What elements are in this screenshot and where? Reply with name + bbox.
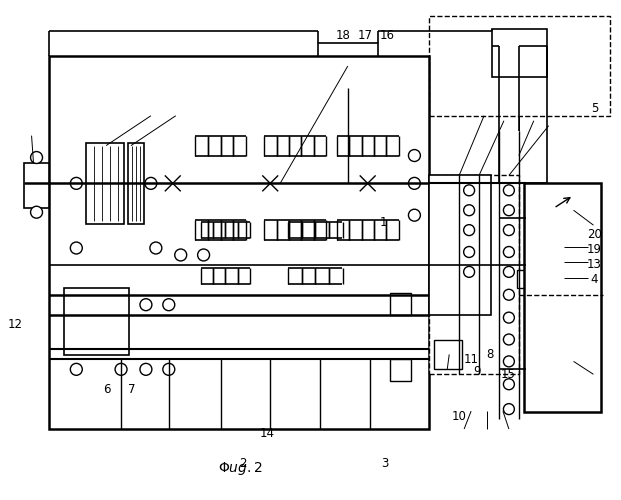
- Circle shape: [504, 205, 514, 216]
- Text: 19: 19: [587, 244, 602, 256]
- Circle shape: [409, 209, 420, 221]
- Text: 5: 5: [591, 102, 598, 115]
- Polygon shape: [544, 198, 577, 218]
- Text: 9: 9: [473, 366, 481, 378]
- Circle shape: [70, 178, 82, 190]
- Text: 3: 3: [381, 458, 388, 470]
- Circle shape: [464, 224, 474, 235]
- Circle shape: [504, 266, 514, 278]
- Circle shape: [409, 150, 420, 162]
- Text: 17: 17: [357, 28, 373, 42]
- Text: 7: 7: [128, 382, 135, 396]
- Circle shape: [30, 152, 42, 164]
- Bar: [429, 176, 491, 314]
- Circle shape: [464, 205, 474, 216]
- Circle shape: [175, 249, 187, 261]
- Polygon shape: [544, 370, 577, 389]
- Text: 8: 8: [486, 348, 493, 361]
- Bar: [86, 142, 124, 224]
- Circle shape: [140, 364, 152, 376]
- Circle shape: [145, 178, 157, 190]
- Circle shape: [140, 298, 152, 310]
- Circle shape: [70, 242, 82, 254]
- Bar: [389, 360, 412, 382]
- Circle shape: [504, 312, 514, 323]
- Text: 14: 14: [260, 428, 274, 440]
- Circle shape: [504, 334, 514, 345]
- Circle shape: [464, 185, 474, 196]
- Text: 10: 10: [451, 410, 466, 423]
- Bar: [65, 288, 129, 356]
- Text: 1: 1: [379, 216, 387, 229]
- Circle shape: [115, 298, 127, 310]
- Circle shape: [464, 246, 474, 258]
- Bar: [50, 56, 429, 429]
- Circle shape: [504, 356, 514, 367]
- Text: $\Phi$$\it{ug.2}$: $\Phi$$\it{ug.2}$: [218, 460, 263, 477]
- Circle shape: [150, 242, 162, 254]
- Polygon shape: [544, 218, 577, 238]
- Circle shape: [528, 186, 592, 250]
- Circle shape: [504, 379, 514, 390]
- Bar: [524, 184, 601, 412]
- Circle shape: [409, 178, 420, 190]
- Circle shape: [163, 364, 175, 376]
- Bar: [526, 186, 597, 253]
- Text: 15: 15: [501, 368, 515, 381]
- Text: 6: 6: [103, 382, 111, 396]
- Circle shape: [504, 290, 514, 300]
- Circle shape: [197, 249, 209, 261]
- Bar: [517, 270, 532, 288]
- Circle shape: [163, 298, 175, 310]
- Bar: [434, 340, 462, 370]
- Text: 11: 11: [463, 353, 479, 366]
- Circle shape: [528, 338, 592, 401]
- Circle shape: [504, 224, 514, 235]
- Text: 13: 13: [587, 258, 602, 272]
- Circle shape: [30, 206, 42, 218]
- Bar: [492, 29, 546, 77]
- Circle shape: [115, 364, 127, 376]
- Bar: [429, 16, 610, 116]
- Bar: [389, 293, 412, 314]
- Text: 16: 16: [379, 28, 394, 42]
- Text: 2: 2: [239, 458, 247, 470]
- Bar: [24, 164, 50, 208]
- Bar: [128, 142, 144, 224]
- Circle shape: [70, 298, 82, 310]
- Bar: [429, 176, 519, 374]
- Bar: [526, 340, 597, 407]
- Text: 18: 18: [335, 28, 350, 42]
- Polygon shape: [544, 350, 577, 370]
- Circle shape: [504, 404, 514, 414]
- Text: 4: 4: [591, 274, 598, 286]
- Circle shape: [504, 185, 514, 196]
- Circle shape: [464, 266, 474, 278]
- Bar: [318, 43, 378, 88]
- Text: 20: 20: [587, 228, 602, 240]
- Circle shape: [504, 246, 514, 258]
- Text: 12: 12: [8, 318, 23, 331]
- Circle shape: [70, 364, 82, 376]
